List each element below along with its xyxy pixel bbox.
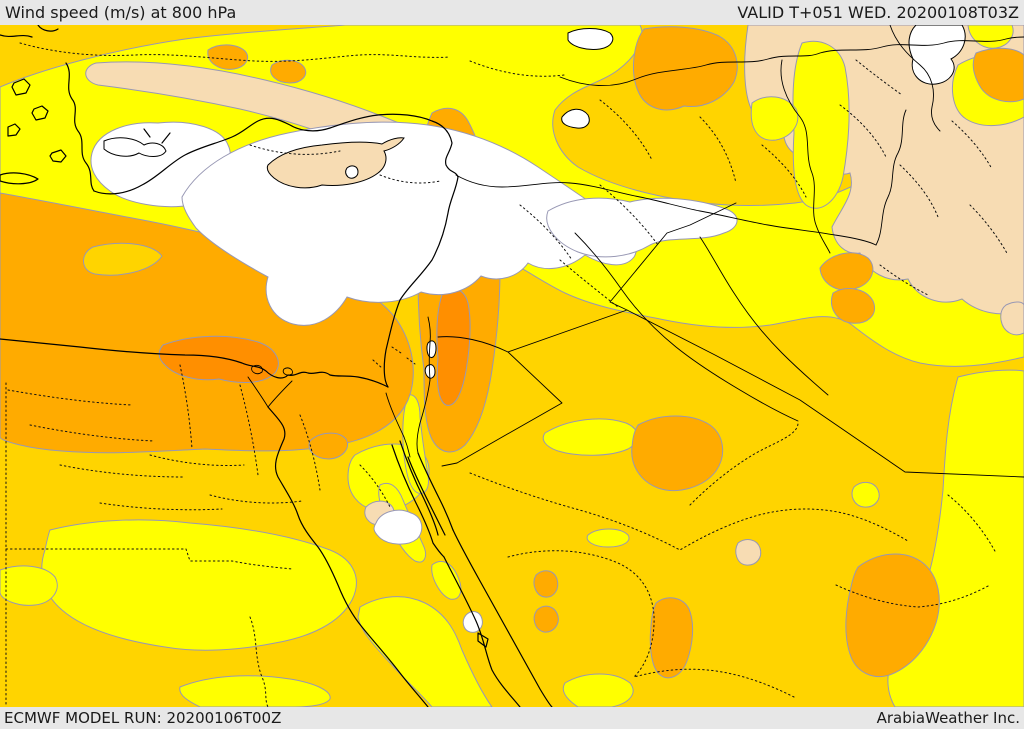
contour-fill-layer <box>0 25 1024 707</box>
coast-border-layer <box>0 25 1024 707</box>
map-canvas <box>0 25 1024 707</box>
model-run-label: ECMWF MODEL RUN: 20200106T00Z <box>4 709 282 727</box>
credit-label: ArabiaWeather Inc. <box>876 709 1020 727</box>
valid-time-label: VALID T+051 WED. 20200108T03Z <box>737 3 1019 22</box>
wind-speed-map <box>0 25 1024 707</box>
footer-bar: ECMWF MODEL RUN: 20200106T00Z ArabiaWeat… <box>0 707 1024 729</box>
lakes-layer <box>103 25 966 379</box>
header-bar: Wind speed (m/s) at 800 hPa VALID T+051 … <box>0 0 1024 25</box>
map-title: Wind speed (m/s) at 800 hPa <box>5 3 237 22</box>
dotted-boundaries-layer <box>5 42 1009 707</box>
